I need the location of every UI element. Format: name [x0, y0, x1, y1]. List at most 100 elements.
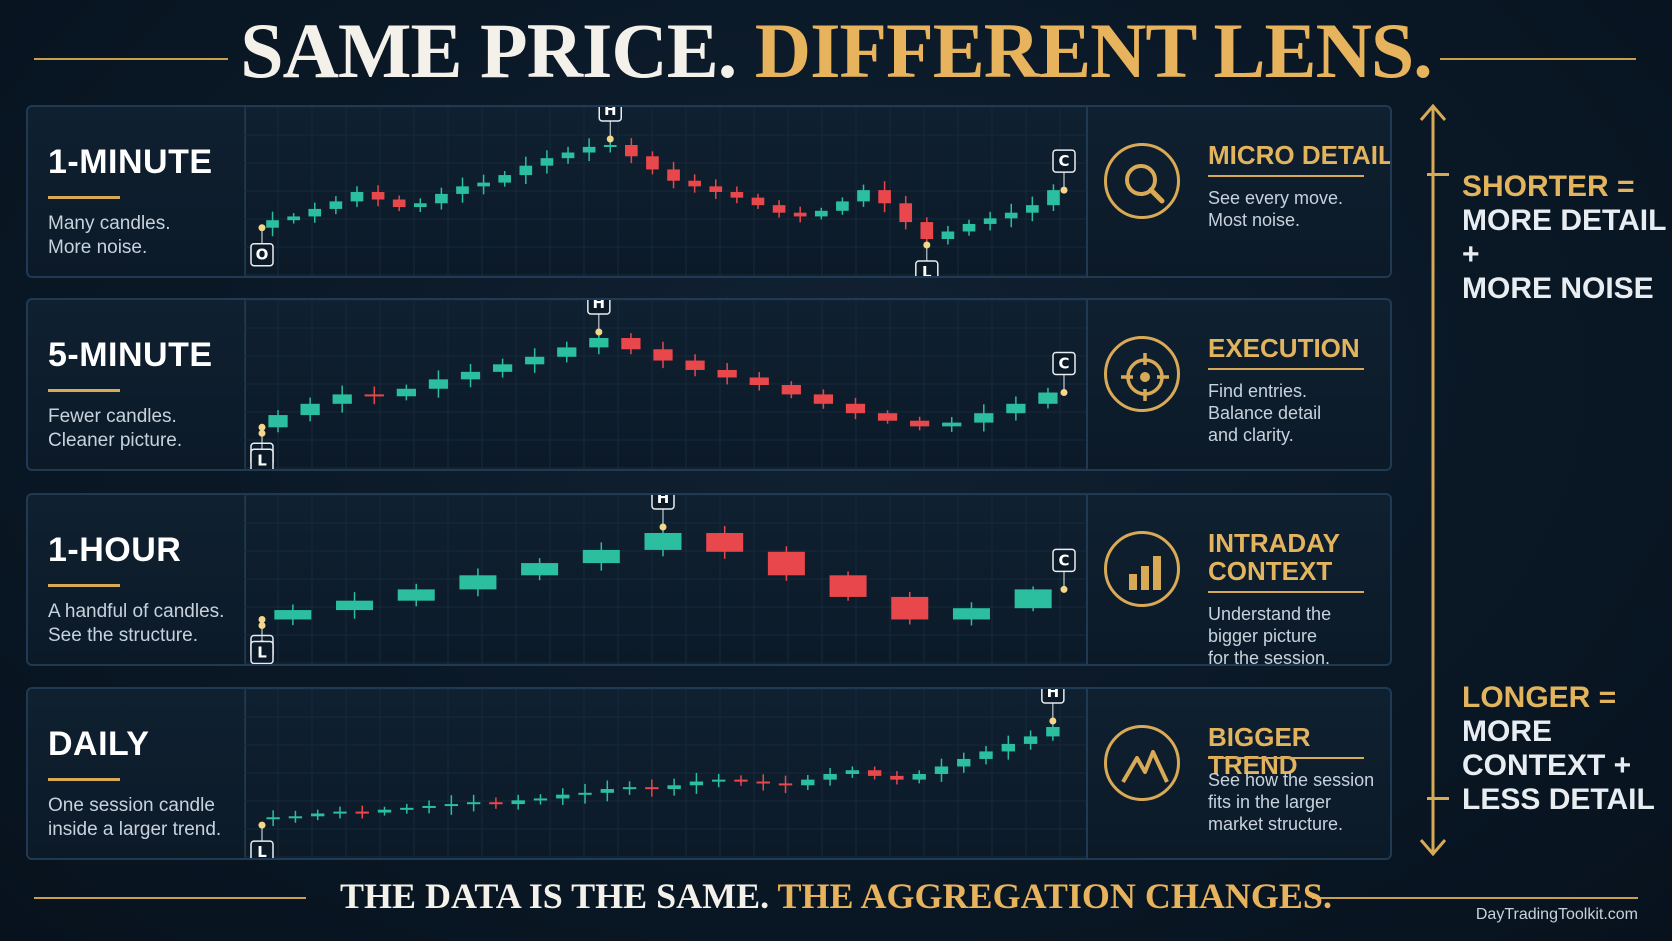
candle-body — [578, 792, 592, 795]
candle-body — [767, 551, 805, 576]
candle-body — [622, 787, 637, 790]
candle-body — [962, 223, 976, 232]
candle-body — [428, 379, 449, 389]
candle-body — [829, 575, 867, 597]
candle-body — [556, 794, 570, 799]
candle-body — [845, 770, 860, 774]
side-label-longer: LONGER = MORE CONTEXT + LESS DETAIL — [1462, 681, 1672, 817]
side-shorter-line-1: MORE DETAIL + — [1462, 204, 1666, 271]
magnifier-icon — [1125, 164, 1165, 204]
title-white: SAME PRICE. — [240, 7, 737, 94]
candle-body — [1038, 392, 1058, 404]
candle-body — [983, 218, 997, 224]
svg-text:H: H — [657, 495, 670, 507]
page-title: SAME PRICE. DIFFERENT LENS. — [0, 6, 1672, 96]
candle-body — [460, 371, 481, 380]
candle-body — [274, 610, 312, 620]
candle-body — [912, 774, 926, 780]
candle-body — [396, 388, 416, 397]
timeframe-description-line: Cleaner picture. — [48, 430, 183, 451]
info-heading-line: MICRO DETAIL — [1208, 140, 1392, 170]
marker-h: H — [587, 300, 611, 315]
candle-body — [377, 809, 392, 813]
candle-body — [1023, 736, 1038, 744]
candle-body — [355, 811, 369, 814]
info-heading-line: BIGGER TREND — [1208, 722, 1311, 780]
side-shorter-heading: SHORTER = — [1462, 170, 1635, 203]
info-heading: MICRO DETAIL — [1208, 140, 1392, 170]
panel-1-minute: 1-MINUTE Many candles. More noise. O H L C MICR… — [26, 105, 1392, 278]
candle-body — [582, 146, 596, 153]
marker-o: O — [250, 242, 274, 267]
panel-daily: DAILY One session candle inside a larger t… — [26, 687, 1392, 860]
timeframe-underline — [48, 778, 120, 781]
candle-body — [667, 785, 681, 790]
candle-body — [540, 158, 554, 166]
info-text-line: fits in the larger — [1208, 792, 1332, 812]
info-icon-circle — [1104, 725, 1180, 801]
candle-body — [867, 770, 882, 776]
svg-text:C: C — [1058, 355, 1069, 373]
candle-body — [645, 787, 659, 790]
candle-body — [934, 766, 949, 774]
candle-body — [689, 781, 704, 786]
candle-body — [603, 145, 617, 147]
title-gold: DIFFERENT LENS. — [754, 7, 1433, 94]
info-text: Find entries. Balance detail and clarity. — [1208, 380, 1321, 446]
candle-body — [756, 781, 770, 784]
timeframe-description: One session candle inside a larger trend. — [48, 794, 221, 842]
timeframe-description: Fewer candles. Cleaner picture. — [48, 405, 182, 453]
candle-body — [266, 220, 279, 228]
info-icon-circle — [1104, 143, 1180, 219]
marker-h: H — [651, 495, 675, 510]
title-rule-right — [1440, 58, 1636, 60]
timeframe-description: Many candles. More noise. — [48, 212, 171, 260]
candle-body — [1047, 190, 1060, 206]
candle-body — [685, 360, 705, 370]
info-rule — [1208, 591, 1364, 593]
candle-body — [717, 369, 737, 378]
candle-body — [857, 190, 870, 202]
timeframe-description-line: Many candles. — [48, 213, 171, 234]
footer-gold: THE AGGREGATION CHANGES. — [777, 876, 1332, 916]
candle-body — [489, 802, 503, 805]
timeframe-underline — [48, 389, 120, 392]
info-text-line: and clarity. — [1208, 425, 1294, 445]
candle-body — [435, 193, 448, 204]
marker-l: L — [250, 840, 274, 858]
info-heading-line: EXECUTION — [1208, 333, 1360, 363]
candle-body — [300, 403, 320, 416]
candle-body — [712, 779, 726, 782]
candle-body — [397, 589, 435, 601]
candle-body — [772, 205, 786, 213]
marker-c: C — [1052, 548, 1076, 573]
marker-c: C — [1052, 149, 1076, 173]
candle-body — [400, 807, 414, 810]
candle-body — [709, 186, 723, 192]
candle-body — [600, 789, 614, 793]
footer-rule-right — [1312, 897, 1638, 899]
info-text-line: See how the session — [1208, 770, 1375, 790]
info-rule — [1208, 757, 1364, 759]
info-card: INTRADAY CONTEXT Understand the bigger pict… — [1086, 495, 1390, 664]
credit-link[interactable]: DayTradingToolkit.com — [1475, 906, 1638, 923]
candle-body — [845, 403, 866, 414]
candle-body — [734, 779, 748, 782]
candle-body — [525, 356, 545, 365]
info-text-line: Understand the — [1208, 604, 1332, 624]
candle-body — [646, 156, 659, 170]
candle-body — [1014, 589, 1052, 609]
info-heading: BIGGER TREND — [1208, 722, 1390, 780]
title-rule-left — [34, 58, 228, 60]
timeframe-label: 5-MINUTE Fewer candles. Cleaner picture. — [28, 300, 246, 469]
candle-body — [920, 222, 934, 239]
candle-body — [336, 600, 374, 611]
svg-text:H: H — [593, 300, 606, 312]
candle-body — [311, 813, 325, 817]
